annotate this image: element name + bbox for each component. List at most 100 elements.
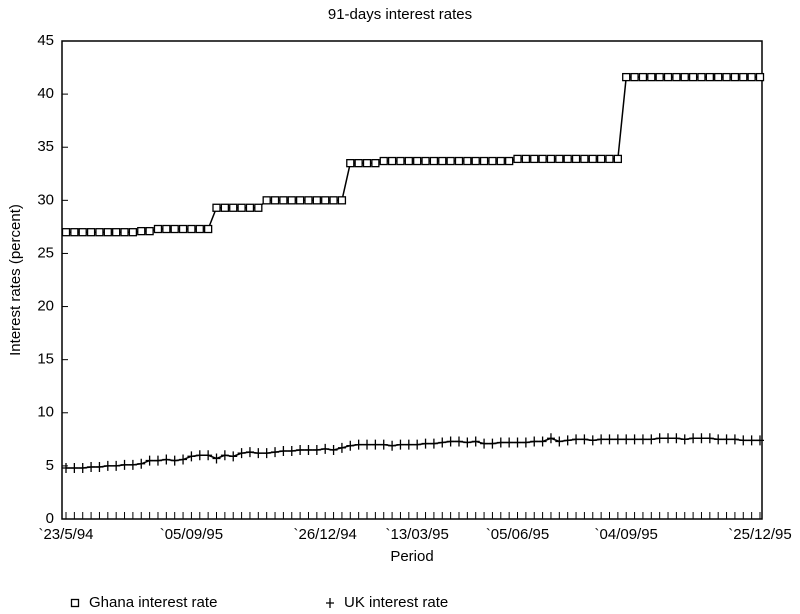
data-point bbox=[145, 455, 154, 466]
data-point bbox=[680, 72, 689, 82]
data-point bbox=[513, 437, 522, 448]
data-point bbox=[396, 156, 405, 166]
data-point bbox=[421, 156, 430, 166]
y-tick-label: 35 bbox=[37, 138, 54, 155]
data-point bbox=[655, 433, 664, 444]
data-point bbox=[321, 443, 330, 454]
data-point bbox=[62, 463, 70, 474]
x-tick-label: `23/5/94 bbox=[38, 526, 93, 543]
data-point bbox=[755, 72, 765, 82]
data-point bbox=[329, 444, 338, 455]
data-point bbox=[78, 228, 87, 237]
data-point bbox=[337, 442, 346, 453]
data-point bbox=[697, 72, 706, 82]
data-point bbox=[187, 451, 196, 462]
data-point bbox=[321, 196, 330, 205]
data-point bbox=[638, 434, 647, 445]
x-tick-label: `05/06/95 bbox=[486, 526, 549, 543]
data-point bbox=[287, 446, 296, 457]
data-point bbox=[229, 451, 238, 462]
data-point bbox=[563, 154, 572, 164]
data-point bbox=[195, 450, 204, 461]
data-point bbox=[705, 72, 714, 82]
data-point bbox=[672, 433, 681, 444]
data-point bbox=[371, 159, 380, 168]
y-tick-label: 5 bbox=[46, 457, 54, 474]
data-point bbox=[153, 224, 163, 234]
data-point bbox=[112, 460, 121, 471]
data-point bbox=[379, 156, 388, 166]
data-point bbox=[689, 433, 698, 444]
legend-label: Ghana interest rate bbox=[89, 594, 217, 611]
data-point bbox=[663, 72, 673, 82]
data-point bbox=[480, 438, 489, 449]
data-point bbox=[647, 434, 656, 445]
data-point bbox=[388, 440, 397, 451]
y-tick-label: 30 bbox=[37, 191, 54, 208]
data-point bbox=[488, 438, 497, 449]
data-point bbox=[630, 434, 639, 445]
data-point bbox=[229, 203, 238, 212]
data-point bbox=[714, 72, 723, 82]
data-point bbox=[396, 439, 405, 450]
y-tick-label: 15 bbox=[37, 351, 54, 368]
data-point bbox=[78, 463, 87, 474]
data-point bbox=[580, 434, 589, 445]
data-point bbox=[622, 72, 631, 82]
data-point bbox=[546, 154, 556, 164]
data-point bbox=[86, 228, 96, 237]
data-point bbox=[655, 72, 664, 82]
data-point bbox=[530, 436, 539, 447]
y-tick-label: 10 bbox=[37, 404, 54, 421]
y-tick-label: 40 bbox=[37, 85, 54, 102]
data-point bbox=[162, 454, 171, 465]
data-point bbox=[120, 459, 129, 470]
data-point bbox=[588, 154, 597, 164]
data-point bbox=[363, 439, 372, 450]
data-point bbox=[630, 72, 639, 82]
data-point bbox=[647, 72, 656, 82]
data-point bbox=[739, 435, 748, 446]
data-point bbox=[479, 156, 489, 166]
data-point bbox=[387, 156, 397, 166]
data-point bbox=[413, 439, 422, 450]
data-point bbox=[70, 228, 79, 237]
data-point bbox=[454, 156, 464, 166]
data-point bbox=[722, 72, 731, 82]
data-point bbox=[262, 196, 271, 205]
data-point bbox=[120, 228, 129, 237]
data-point bbox=[638, 72, 648, 82]
data-point bbox=[688, 72, 698, 82]
data-point bbox=[680, 434, 689, 445]
data-point bbox=[203, 224, 213, 234]
data-point bbox=[597, 434, 606, 445]
data-point bbox=[329, 196, 338, 205]
y-tick-label: 0 bbox=[46, 510, 54, 527]
data-point bbox=[747, 72, 756, 82]
data-point bbox=[496, 437, 505, 448]
data-point bbox=[446, 156, 455, 166]
data-point bbox=[546, 433, 555, 444]
data-point bbox=[613, 434, 622, 445]
data-point bbox=[271, 447, 280, 458]
data-point bbox=[170, 455, 179, 466]
data-point bbox=[571, 154, 581, 164]
x-tick-label: `04/09/95 bbox=[595, 526, 658, 543]
data-point bbox=[178, 224, 188, 234]
data-point bbox=[346, 159, 355, 168]
data-point bbox=[362, 159, 372, 168]
data-point bbox=[270, 196, 280, 205]
data-point bbox=[622, 434, 631, 445]
data-point bbox=[128, 459, 137, 470]
data-point bbox=[672, 72, 681, 82]
data-point bbox=[530, 154, 539, 164]
data-point bbox=[513, 154, 522, 164]
data-point bbox=[454, 436, 463, 447]
data-point bbox=[697, 433, 706, 444]
data-point bbox=[613, 154, 623, 164]
series-line bbox=[66, 437, 760, 469]
data-point bbox=[471, 436, 480, 447]
data-point bbox=[312, 444, 321, 455]
data-point bbox=[112, 228, 121, 237]
data-point bbox=[87, 461, 96, 472]
